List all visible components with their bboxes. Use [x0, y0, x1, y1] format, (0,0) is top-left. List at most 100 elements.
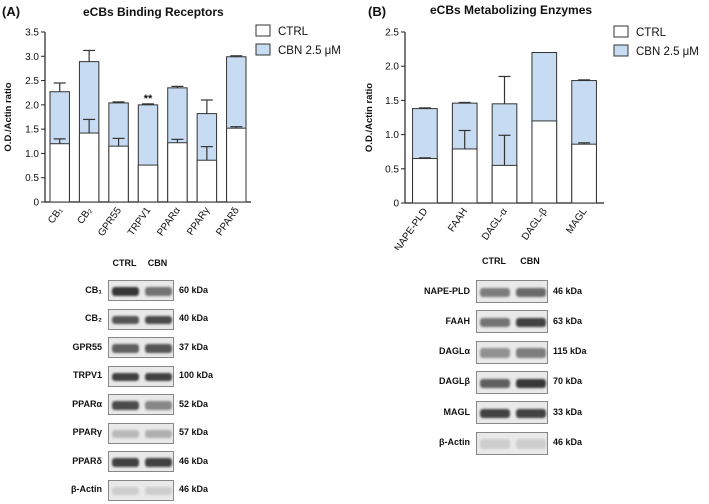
panel-b-title: eCBs Metabolizing Enzymes: [430, 3, 593, 17]
blot-membrane: [476, 340, 548, 364]
blot-band: [112, 486, 139, 496]
blot-row-label: TRPV1: [72, 370, 102, 380]
blot-band: [112, 287, 139, 296]
chart-b: 0 0.5 1.0 1.5 2.0 2.5 O.D./Actin ratio NAPE-PLD…: [364, 25, 699, 250]
bar-ctrl: [137, 164, 159, 203]
chart-a: 0 0.5 1.0 1.5 2.0 2.5 3.0 3.5 O.D./Actin ratio CB…: [3, 24, 341, 239]
blot-row-label: CB₂: [85, 313, 102, 323]
blot-kda-label: 46 kDa: [179, 455, 209, 466]
legend-swatch-ctrl: [613, 25, 629, 38]
blot-band: [145, 372, 172, 382]
blot-row-label: β-Actin: [71, 484, 102, 494]
legend-swatch-cbn: [255, 43, 271, 56]
x-tick-label: DAGL-α: [480, 206, 510, 242]
blot-membrane: [108, 479, 174, 501]
blot-row-label: CB₁: [85, 284, 102, 295]
blot-kda-label: 46 kDa: [553, 285, 583, 296]
blot-band: [112, 429, 139, 439]
bar-ctrl: [167, 142, 188, 203]
bar-ctrl: [108, 145, 129, 203]
bar-ctrl: [451, 148, 478, 204]
blot-row-label: NAPE-PLD: [423, 285, 470, 296]
western-blot-a: CTRL CBN CB₁ 60 kDa CB₂ 40 kDa GPR55 37 kDa TRPV…: [40, 258, 280, 504]
blot-kda-label: 115 kDa: [553, 346, 587, 357]
blot-band: [112, 344, 139, 353]
blot-row-label: GPR55: [72, 341, 102, 352]
y-tick-label: 0.5: [385, 164, 399, 175]
blot-band: [112, 372, 139, 382]
blot-band: [145, 344, 172, 353]
bar-ctrl: [491, 164, 518, 204]
legend-label-ctrl: CTRL: [636, 27, 667, 39]
x-tick-label: PPARδ: [214, 205, 242, 238]
blot-kda-label: 57 kDa: [179, 427, 209, 437]
blot-membrane: [476, 310, 548, 334]
x-tick-label: DAGL-β: [520, 206, 550, 242]
bar-ctrl: [412, 158, 438, 204]
x-tick-label: GPR55: [96, 205, 124, 239]
y-tick-label: 1.0: [385, 130, 399, 141]
y-tick-label: 2.0: [385, 62, 399, 73]
y-tick-label: 2.5: [385, 28, 399, 39]
blot-row-label: MAGL: [443, 406, 471, 417]
blot-row-label: PPARδ: [72, 455, 102, 466]
blot-band: [516, 378, 546, 388]
western-blot-b: CTRL CBN NAPE-PLD 46 kDa FAAH 63 kDa DAGLα 115 …: [405, 256, 665, 466]
blot-membrane: [108, 280, 174, 301]
blot-band: [145, 429, 172, 439]
blot-membrane: [108, 422, 174, 444]
blot-row-label: DAGLα: [438, 346, 470, 357]
blot-kda-label: 33 kDa: [553, 406, 583, 417]
blot-band: [112, 315, 139, 325]
legend-label-ctrl: CTRL: [278, 26, 309, 38]
significance-annotation: **: [144, 93, 153, 105]
blot-membrane: [108, 451, 174, 472]
blot-band: [112, 458, 139, 467]
y-axis-label: O.D./Actin ratio: [3, 82, 14, 151]
blot-band: [480, 318, 510, 328]
x-tick-label: TRPV1: [126, 205, 154, 238]
blot-kda-label: 70 kDa: [553, 376, 583, 387]
blot-membrane: [108, 394, 174, 415]
legend-label-cbn: CBN 2.5 μM: [636, 46, 699, 58]
y-tick-label: 0: [393, 199, 399, 210]
y-tick-label: 1.5: [25, 125, 39, 136]
blot-band: [145, 287, 172, 296]
blot-band: [112, 401, 139, 410]
blot-band: [480, 378, 510, 388]
blot-kda-label: 37 kDa: [179, 341, 209, 352]
blot-membrane: [476, 370, 548, 394]
y-tick-label: 1.5: [385, 96, 399, 107]
x-tick-label: MAGL: [564, 206, 590, 236]
blot-row-label: DAGLβ: [439, 376, 470, 387]
legend-swatch-ctrl: [255, 24, 271, 37]
blot-header: CBN: [147, 258, 168, 268]
bar-ctrl: [531, 120, 558, 204]
blot-band: [480, 439, 510, 449]
x-tick-label: PPARγ: [185, 205, 212, 237]
blot-band: [516, 409, 546, 419]
legend-swatch-cbn: [613, 44, 629, 57]
blot-band: [145, 486, 172, 496]
blot-kda-label: 52 kDa: [179, 398, 209, 409]
blot-band: [145, 401, 172, 410]
legend-label-cbn: CBN 2.5 μM: [278, 45, 341, 57]
blot-membrane: [108, 337, 174, 358]
y-tick-label: 1.0: [25, 149, 39, 160]
x-tick-label: FAAH: [446, 206, 470, 234]
panel-a-label: (A): [2, 4, 21, 19]
x-tick-label: NAPE-PLD: [393, 206, 431, 250]
blot-band: [516, 318, 546, 328]
blot-kda-label: 60 kDa: [179, 284, 209, 295]
y-axis-label: O.D./Actin ratio: [364, 83, 375, 152]
blot-kda-label: 40 kDa: [179, 313, 209, 323]
blot-membrane: [108, 308, 174, 330]
bar-ctrl: [78, 132, 100, 203]
blot-membrane: [476, 280, 548, 303]
blot-row-label: β-Actin: [439, 437, 470, 447]
blot-kda-label: 46 kDa: [553, 437, 583, 447]
blot-membrane: [476, 401, 548, 425]
blot-band: [145, 315, 172, 325]
blot-membrane: [108, 365, 174, 387]
y-tick-label: 2.0: [25, 100, 39, 111]
